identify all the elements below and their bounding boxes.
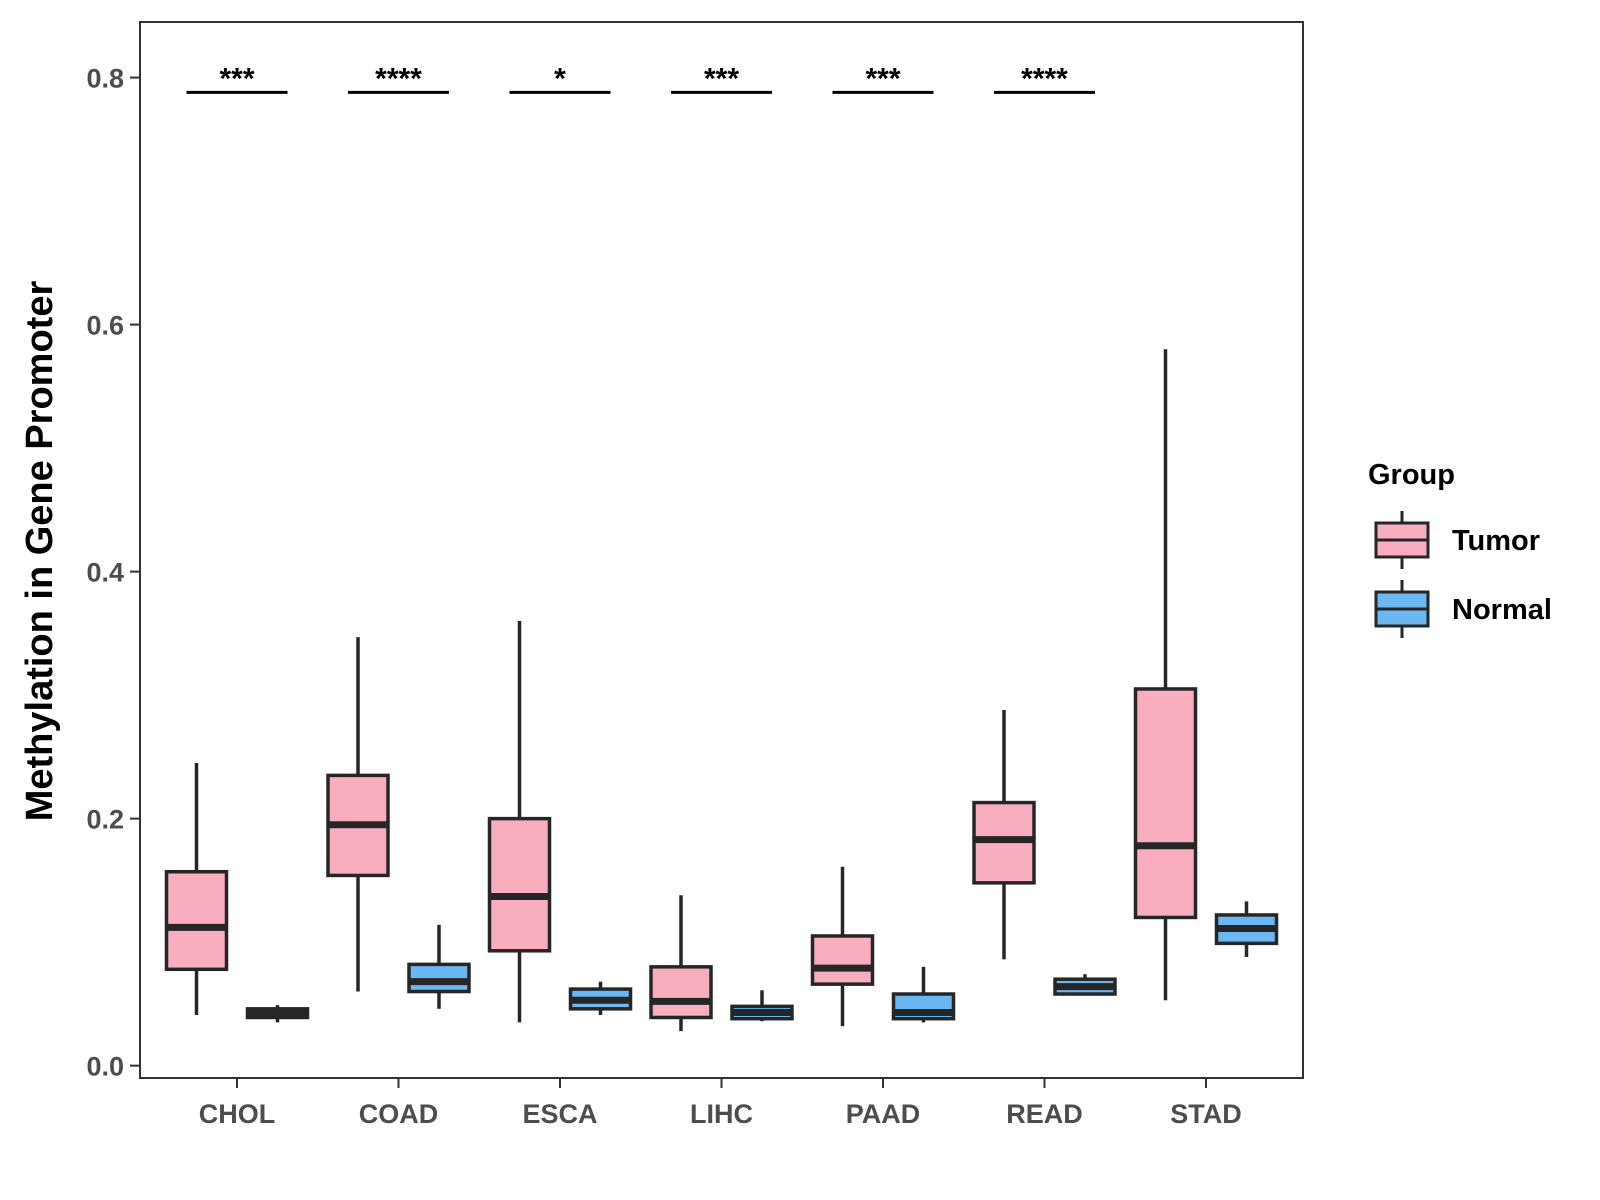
y-tick-label: 0.8	[86, 64, 124, 94]
significance-paad: ***	[832, 62, 934, 95]
box-tumor-stad	[1133, 349, 1198, 1001]
y-axis: 0.0 0.2 0.4 0.6 0.8	[86, 64, 140, 1082]
significance-label: ***	[704, 62, 739, 95]
significance-label: *	[554, 62, 566, 95]
x-tick-label: LIHC	[690, 1099, 753, 1129]
significance-annotations: *** **** * *** *** ****	[186, 62, 1095, 95]
x-tick-label: COAD	[359, 1099, 439, 1129]
significance-lihc: ***	[671, 62, 772, 95]
significance-read: ****	[994, 62, 1095, 95]
x-tick-label: READ	[1006, 1099, 1083, 1129]
significance-label: ****	[375, 62, 422, 95]
y-tick-label: 0.6	[86, 311, 124, 341]
legend-label: Normal	[1452, 594, 1552, 626]
y-tick-label: 0.2	[86, 805, 124, 835]
box-tumor-read	[972, 709, 1036, 960]
box-normal-stad	[1214, 901, 1279, 957]
x-axis: CHOL COAD ESCA LIHC PAAD READ STAD	[199, 1078, 1242, 1129]
box-tumor-coad	[326, 637, 390, 992]
box-normal-chol	[245, 1005, 310, 1023]
significance-chol: ***	[186, 62, 288, 95]
y-tick-label: 0.4	[86, 558, 124, 588]
legend-item-normal: Normal	[1374, 580, 1552, 638]
box-tumor-esca	[487, 621, 552, 1023]
box-body	[407, 962, 471, 994]
box-body	[810, 934, 875, 986]
box-normal-paad	[891, 966, 956, 1023]
x-tick-label: CHOL	[199, 1099, 276, 1129]
box-body	[649, 965, 713, 1020]
box-body	[1133, 687, 1198, 920]
box-tumor-chol	[164, 763, 229, 1016]
box-normal-esca	[568, 981, 633, 1016]
significance-label: ***	[219, 62, 254, 95]
box-body	[487, 816, 552, 953]
significance-esca: *	[509, 62, 611, 95]
x-tick-label: PAAD	[846, 1099, 921, 1129]
x-tick-label: ESCA	[522, 1099, 597, 1129]
x-tick-label: STAD	[1170, 1099, 1242, 1129]
significance-label: ***	[865, 62, 900, 95]
significance-label: ****	[1021, 62, 1068, 95]
box-body	[164, 869, 229, 972]
significance-coad: ****	[348, 62, 449, 95]
legend-label: Tumor	[1452, 525, 1540, 557]
y-tick-label: 0.0	[86, 1052, 124, 1082]
legend: Group Tumor Normal	[1368, 459, 1552, 638]
box-normal-read	[1053, 974, 1117, 996]
boxes-layer	[164, 349, 1279, 1032]
plot-background	[140, 22, 1303, 1078]
box-tumor-lihc	[649, 895, 713, 1032]
legend-item-tumor: Tumor	[1374, 511, 1540, 569]
legend-title: Group	[1368, 459, 1455, 491]
y-axis-title: Methylation in Gene Promoter	[19, 281, 61, 822]
box-normal-coad	[407, 924, 471, 1009]
box-tumor-paad	[810, 866, 875, 1027]
box-normal-lihc	[730, 990, 794, 1022]
